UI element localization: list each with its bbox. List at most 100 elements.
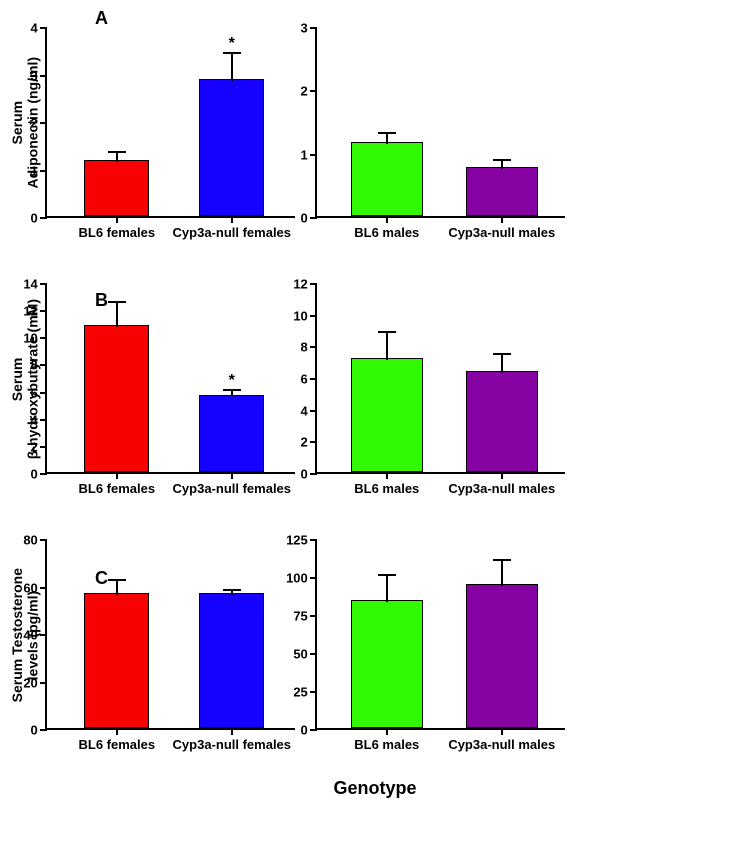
xlabel: Cyp3a-null males (448, 225, 555, 240)
xlabel: Cyp3a-null females (173, 737, 292, 752)
xtick (386, 728, 388, 735)
panel-A-right: 0123BL6 malesCyp3a-null males (315, 28, 565, 218)
ytick (40, 27, 47, 29)
ytick-label: 4 (301, 403, 308, 418)
row-B: Serum β-hydroxybutyrate (mM) 02468101214… (10, 284, 740, 474)
xlabel: Cyp3a-null females (173, 481, 292, 496)
ylabel-A-l1: Serum (9, 101, 25, 145)
ytick-label: 100 (286, 571, 308, 586)
xtick (231, 216, 233, 223)
bar (84, 593, 149, 728)
ytick (310, 315, 317, 317)
ytick (40, 122, 47, 124)
ytick-label: 60 (23, 580, 37, 595)
xlabel: BL6 males (354, 225, 419, 240)
ytick-label: 25 (293, 685, 307, 700)
ytick (310, 691, 317, 693)
xtick (386, 472, 388, 479)
xtick (501, 728, 503, 735)
ytick-label: 2 (31, 439, 38, 454)
ytick-label: 4 (31, 412, 38, 427)
chart-B-right: 024681012BL6 malesCyp3a-null males (315, 284, 565, 474)
bar (466, 584, 538, 728)
panel-B-left: Serum β-hydroxybutyrate (mM) 02468101214… (10, 284, 295, 474)
ytick (40, 729, 47, 731)
ytick-label: 10 (23, 331, 37, 346)
panel-B-right: 024681012BL6 malesCyp3a-null males (315, 284, 565, 474)
ytick-label: 3 (301, 21, 308, 36)
ytick-label: 2 (301, 435, 308, 450)
xlabel: BL6 males (354, 481, 419, 496)
ytick-label: 4 (31, 21, 38, 36)
ytick (310, 27, 317, 29)
ytick (40, 364, 47, 366)
ytick (40, 587, 47, 589)
ytick (310, 90, 317, 92)
bar (351, 358, 423, 472)
ytick (310, 577, 317, 579)
ytick (40, 217, 47, 219)
panel-label-A: A (95, 8, 108, 29)
ytick-label: 50 (293, 647, 307, 662)
row-C: Serum Testosterone levels (pg/ml) 020406… (10, 540, 740, 730)
ytick-label: 2 (31, 116, 38, 131)
ytick-label: 14 (23, 277, 37, 292)
ytick (40, 539, 47, 541)
ytick-label: 6 (31, 385, 38, 400)
ytick (310, 217, 317, 219)
xlabel: BL6 females (78, 737, 155, 752)
ytick (310, 346, 317, 348)
xtick (116, 216, 118, 223)
xtick (231, 728, 233, 735)
panel-C-left: Serum Testosterone levels (pg/ml) 020406… (10, 540, 295, 730)
ytick (40, 419, 47, 421)
figure: A Serum Adiponectin (ng/ml) 01234BL6 fem… (10, 10, 740, 799)
xlabel: BL6 males (354, 737, 419, 752)
ytick-label: 0 (31, 467, 38, 482)
ytick-label: 10 (293, 308, 307, 323)
ylabel-B-l2: β-hydroxybutyrate (mM) (24, 299, 40, 459)
ytick-label: 12 (293, 277, 307, 292)
ytick (310, 729, 317, 731)
bar (351, 600, 423, 728)
ytick (40, 170, 47, 172)
xlabel: Cyp3a-null males (448, 737, 555, 752)
ytick (310, 653, 317, 655)
row-A: Serum Adiponectin (ng/ml) 01234BL6 femal… (10, 28, 740, 218)
ytick-label: 8 (31, 358, 38, 373)
xtick (501, 216, 503, 223)
ytick (310, 441, 317, 443)
xtick (231, 472, 233, 479)
xlabel: BL6 females (78, 481, 155, 496)
ytick (40, 392, 47, 394)
ytick (40, 283, 47, 285)
ytick (310, 378, 317, 380)
xtick (386, 216, 388, 223)
ytick (310, 410, 317, 412)
ytick (40, 634, 47, 636)
ytick-label: 75 (293, 609, 307, 624)
ylabel-B-l1: Serum (9, 357, 25, 401)
ytick (40, 473, 47, 475)
ytick-label: 80 (23, 533, 37, 548)
ytick-label: 0 (301, 723, 308, 738)
significance-marker: * (229, 372, 235, 390)
ytick-label: 20 (23, 675, 37, 690)
chart-C-left: 020406080BL6 femalesCyp3a-null females (45, 540, 295, 730)
ytick (310, 473, 317, 475)
xlabel: Cyp3a-null males (448, 481, 555, 496)
xlabel: Cyp3a-null females (173, 225, 292, 240)
ytick (40, 337, 47, 339)
ytick-label: 1 (301, 147, 308, 162)
xtick (501, 472, 503, 479)
bar (199, 593, 264, 728)
ytick-label: 40 (23, 628, 37, 643)
xtick (116, 472, 118, 479)
bar (466, 371, 538, 472)
bar (199, 395, 264, 472)
ytick (40, 310, 47, 312)
ytick-label: 3 (31, 68, 38, 83)
ytick (310, 539, 317, 541)
ylabel-B: Serum β-hydroxybutyrate (mM) (10, 299, 41, 459)
chart-A-right: 0123BL6 malesCyp3a-null males (315, 28, 565, 218)
